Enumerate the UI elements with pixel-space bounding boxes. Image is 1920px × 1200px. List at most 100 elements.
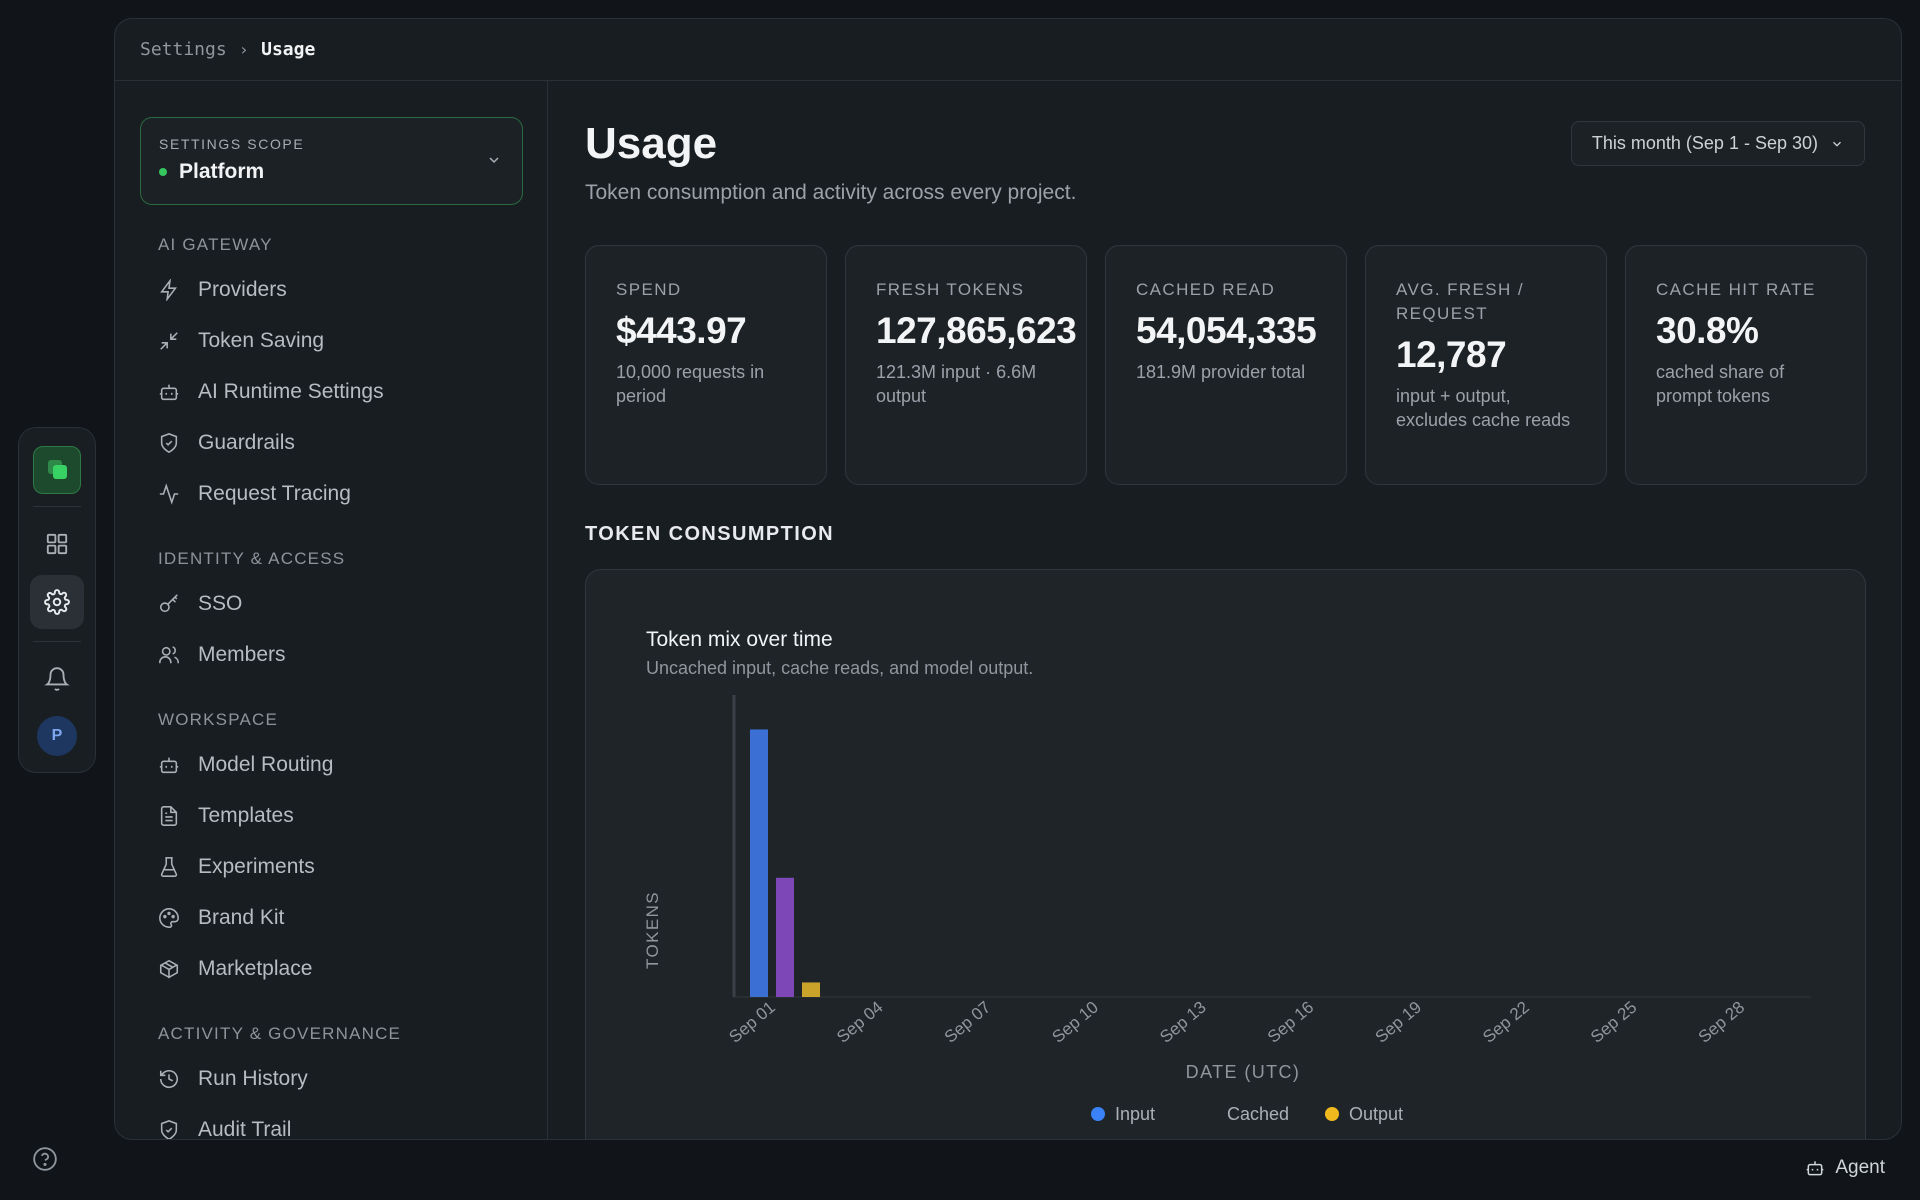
stat-card-avg-fresh-request: AVG. FRESH / REQUEST 12,787 input + outp… [1365, 245, 1607, 485]
token-mix-chart: TOKENS DATE (UTC) Sep 01 Sep 04 Sep 07 Sep 10… [643, 695, 1811, 1124]
bot-icon [159, 757, 179, 773]
sidebar-item-label: Audit Trail [198, 1117, 292, 1140]
bar-input [750, 729, 768, 997]
x-tick-label: Sep 19 [1372, 998, 1425, 1047]
package-icon [159, 959, 179, 978]
scope-value-row: Platform [159, 160, 504, 184]
stat-description: cached share of prompt tokens [1656, 362, 1785, 406]
sidebar-item-request-tracing[interactable]: Request Tracing [115, 468, 547, 519]
sidebar-item-brand-kit[interactable]: Brand Kit [115, 892, 547, 943]
breadcrumb-settings[interactable]: Settings [140, 39, 227, 60]
nav-group-identity: IDENTITY & ACCESS SSO Members [115, 549, 547, 680]
sidebar-item-label: Providers [198, 277, 287, 301]
legend-label-output: Output [1349, 1104, 1403, 1124]
stat-description: 181.9M provider total [1136, 362, 1306, 382]
sidebar-item-members[interactable]: Members [115, 629, 547, 680]
sidebar-item-experiments[interactable]: Experiments [115, 841, 547, 892]
stat-description: 121.3M input · 6.6M output [876, 362, 1037, 406]
stat-card-cache-hit-rate: CACHE HIT RATE 30.8% cached share of pro… [1625, 245, 1867, 485]
sidebar-item-model-routing[interactable]: Model Routing [115, 739, 547, 790]
sidebar-item-run-history[interactable]: Run History [115, 1053, 547, 1104]
legend-marker-output [1325, 1107, 1339, 1121]
x-tick-label: Sep 16 [1264, 998, 1317, 1047]
settings-sidebar: SETTINGS SCOPE Platform AI GATEWAY Provi… [115, 81, 548, 1139]
usage-content: Usage Token consumption and activity acr… [548, 81, 1901, 1139]
stat-label: AVG. FRESH / REQUEST [1396, 280, 1524, 323]
shield-check-icon [160, 1119, 178, 1139]
agent-label: Agent [1835, 1157, 1885, 1178]
settings-panel: Settings › Usage SETTINGS SCOPE Platform… [114, 18, 1902, 1140]
stat-description: input + output, excludes cache reads [1396, 386, 1571, 430]
stat-label: CACHE HIT RATE [1656, 280, 1816, 299]
key-icon [159, 593, 178, 612]
sidebar-item-label: Members [198, 642, 286, 666]
dashboard-rail-button[interactable] [30, 517, 84, 571]
sidebar-item-providers[interactable]: Providers [115, 264, 547, 315]
history-icon [159, 1069, 179, 1088]
nav-group-workspace: WORKSPACE Model Routing Templates Experi… [115, 710, 547, 994]
stat-value: 12,787 [1396, 334, 1507, 375]
scope-label: SETTINGS SCOPE [159, 136, 305, 152]
section-title: TOKEN CONSUMPTION [585, 523, 834, 545]
rail-divider [33, 641, 81, 642]
stat-value: 30.8% [1656, 310, 1759, 351]
user-avatar[interactable]: P [37, 716, 77, 756]
settings-icon [44, 589, 70, 615]
sidebar-item-label: Request Tracing [198, 481, 351, 505]
stat-card-cached-read: CACHED READ 54,054,335 181.9M provider t… [1105, 245, 1347, 485]
nav-group-ai-gateway: AI GATEWAY Providers Token Saving AI Run… [115, 235, 547, 519]
bar-cached [776, 877, 794, 997]
nav-heading: WORKSPACE [158, 710, 279, 729]
chart-title: Token mix over time [646, 628, 833, 651]
date-range-label: This month (Sep 1 - Sep 30) [1591, 133, 1818, 153]
page-title: Usage [585, 119, 718, 168]
app-logo[interactable] [33, 446, 81, 494]
x-tick-label: Sep 13 [1156, 998, 1209, 1047]
sidebar-item-label: Brand Kit [198, 905, 285, 929]
file-text-icon [160, 805, 178, 826]
bar-output [802, 982, 820, 997]
sidebar-item-ai-runtime-settings[interactable]: AI Runtime Settings [115, 366, 547, 417]
help-icon[interactable] [32, 1146, 58, 1172]
sidebar-item-label: AI Runtime Settings [198, 379, 384, 403]
status-dot [159, 168, 167, 176]
sidebar-item-templates[interactable]: Templates [115, 790, 547, 841]
stat-card-spend: SPEND $443.97 10,000 requests in period [585, 245, 827, 485]
sidebar-item-token-saving[interactable]: Token Saving [115, 315, 547, 366]
rail-divider [33, 506, 81, 507]
sidebar-item-marketplace[interactable]: Marketplace [115, 943, 547, 994]
sidebar-item-label: Run History [198, 1066, 308, 1090]
nav-heading: ACTIVITY & GOVERNANCE [158, 1024, 402, 1043]
chart-subtitle: Uncached input, cache reads, and model o… [646, 658, 1034, 678]
stat-value: 54,054,335 [1136, 310, 1317, 351]
sidebar-item-guardrails[interactable]: Guardrails [115, 417, 547, 468]
page-subtitle: Token consumption and activity across ev… [585, 181, 1077, 204]
bolt-icon [160, 278, 177, 301]
stat-cards: SPEND $443.97 10,000 requests in period … [585, 245, 1867, 485]
x-tick-label: Sep 22 [1479, 998, 1532, 1047]
settings-scope-select[interactable]: SETTINGS SCOPE Platform [140, 117, 523, 205]
app-rail: P [18, 427, 96, 773]
settings-rail-button[interactable] [30, 575, 84, 629]
nav-heading: AI GATEWAY [158, 235, 273, 254]
chevron-down-icon [1833, 141, 1841, 147]
legend-label-input: Input [1115, 1104, 1155, 1124]
sidebar-item-audit-trail[interactable]: Audit Trail [115, 1104, 547, 1139]
sidebar-item-sso[interactable]: SSO [115, 578, 547, 629]
agent-button[interactable]: Agent [1805, 1157, 1885, 1179]
y-axis-label: TOKENS [643, 891, 662, 969]
stat-value: $443.97 [616, 310, 747, 351]
sidebar-item-label: Token Saving [198, 328, 325, 352]
nav-group-activity: ACTIVITY & GOVERNANCE Run History Audit … [115, 1024, 547, 1139]
chevron-right-icon: › [240, 40, 248, 59]
x-axis-label: DATE (UTC) [1186, 1062, 1301, 1082]
sidebar-item-label: Templates [198, 803, 294, 827]
flask-icon [160, 856, 178, 877]
notifications-rail-button[interactable] [30, 652, 84, 706]
bot-icon [1807, 1161, 1824, 1176]
shield-check-icon [160, 432, 178, 453]
minimize-icon [160, 331, 178, 350]
x-tick-label: Sep 28 [1695, 998, 1748, 1047]
breadcrumb-current: Usage [261, 39, 316, 60]
date-range-select[interactable]: This month (Sep 1 - Sep 30) [1570, 121, 1865, 166]
